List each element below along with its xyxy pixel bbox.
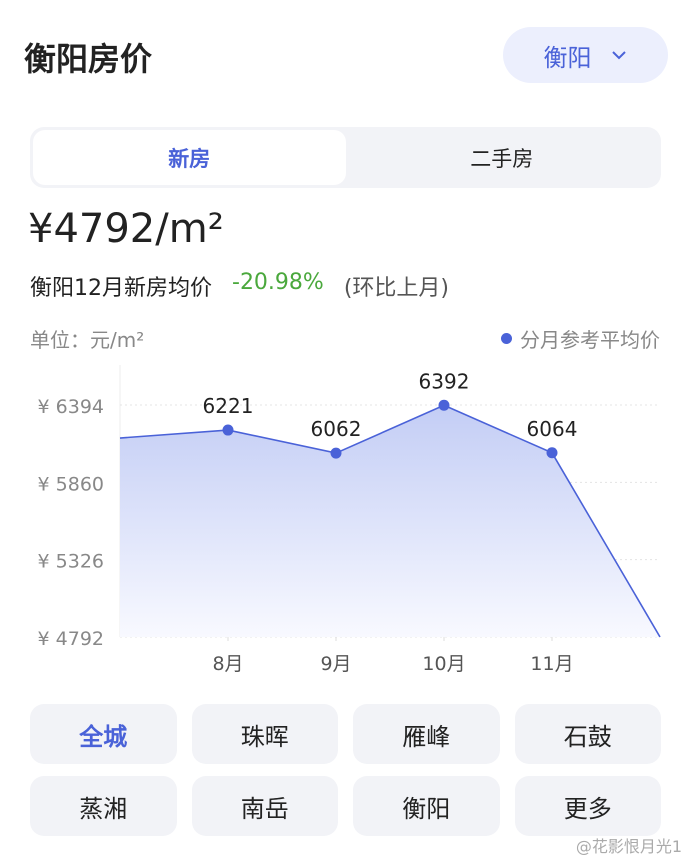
tab-new-house[interactable]: 新房 — [33, 130, 346, 185]
house-type-tabs: 新房 二手房 — [30, 127, 661, 188]
district-button[interactable]: 全城 — [30, 704, 177, 764]
data-label: 6064 — [527, 417, 578, 441]
city-selector-label: 衡阳 — [543, 43, 592, 72]
chart-legend: 分月参考平均价 — [501, 324, 660, 353]
legend-dot-icon — [501, 333, 512, 344]
district-button[interactable]: 雁峰 — [353, 704, 500, 764]
area-fill — [120, 405, 660, 637]
y-tick-label: ¥ 5326 — [38, 551, 104, 573]
y-tick-label: ¥ 5860 — [38, 473, 104, 495]
x-tick-label: 11月 — [530, 653, 573, 675]
data-point — [438, 399, 450, 411]
data-label: 6062 — [311, 417, 362, 441]
tab-second-hand[interactable]: 二手房 — [470, 146, 534, 171]
y-tick-label: ¥ 4792 — [38, 628, 104, 650]
watermark: @花影恨月光1 — [575, 837, 682, 856]
data-point — [330, 447, 342, 459]
data-point — [222, 424, 234, 436]
y-tick-label: ¥ 6394 — [38, 396, 104, 418]
x-tick-label: 9月 — [320, 653, 351, 675]
district-button[interactable]: 南岳 — [191, 776, 338, 836]
compare-label: (环比上月) — [343, 276, 449, 301]
data-point — [546, 447, 558, 459]
x-tick-label: 10月 — [422, 653, 465, 675]
district-grid: 全城 珠晖 雁峰 石鼓蒸湘 南岳 衡阳 更多 — [30, 704, 661, 836]
price-summary: 衡阳12月新房均价 -20.98% (环比上月) — [30, 270, 449, 302]
district-button[interactable]: 更多 — [514, 776, 661, 836]
average-price: ¥4792/m² — [28, 206, 224, 252]
data-label: 6392 — [419, 369, 470, 393]
city-selector[interactable]: 衡阳 — [503, 27, 668, 83]
x-tick-label: 8月 — [212, 653, 243, 675]
chevron-down-icon — [611, 51, 626, 60]
page-title: 衡阳房价 — [24, 40, 153, 78]
unit-label: 单位：元/m² — [30, 328, 145, 352]
district-button[interactable]: 衡阳 — [353, 776, 500, 836]
summary-label: 衡阳12月新房均价 — [30, 276, 212, 301]
district-button[interactable]: 珠晖 — [191, 704, 338, 764]
price-chart: ¥ 6394 ¥ 5860 ¥ 5326 ¥ 4792 6221 6062 6392 6064… — [38, 365, 661, 675]
price-change: -20.98% — [232, 270, 324, 295]
data-label: 6221 — [203, 394, 254, 418]
district-button[interactable]: 蒸湘 — [30, 776, 177, 836]
legend-label: 分月参考平均价 — [520, 328, 660, 352]
district-button[interactable]: 石鼓 — [514, 704, 661, 764]
series-line — [119, 404, 661, 638]
